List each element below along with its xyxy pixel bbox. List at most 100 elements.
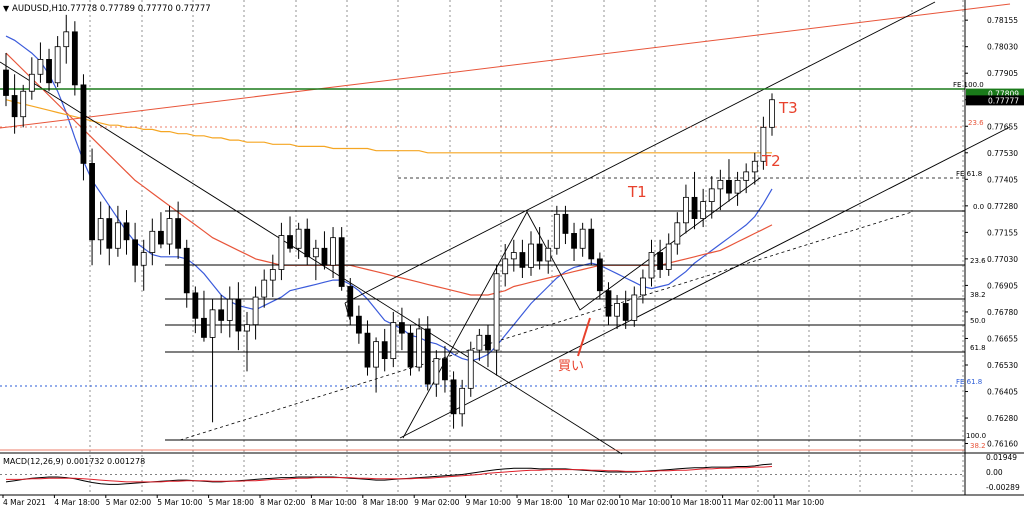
annotation-t1: T1	[627, 183, 647, 201]
candle-body	[71, 31, 78, 86]
candle-body	[553, 213, 560, 249]
candle-body	[252, 296, 259, 326]
level-hundred-label: 100.0	[966, 432, 986, 440]
y-tick-label: 0.77905	[987, 69, 1018, 78]
x-tick-label: 10 Mar 10:00	[620, 498, 670, 507]
candlesticks	[3, 14, 775, 429]
candle-body	[717, 179, 724, 190]
y-tick-label: 0.77655	[987, 122, 1018, 131]
candle-body	[158, 230, 164, 245]
candle-body	[571, 233, 577, 249]
x-tick-label: 8 Mar 02:00	[260, 498, 306, 507]
candle-body	[674, 222, 681, 245]
macd-title: MACD(12,26,9) 0.001732 0.001278	[3, 457, 145, 466]
channel-upper-line	[344, 1, 936, 304]
candle-body	[424, 328, 431, 385]
x-tick-label: 8 Mar 10:00	[311, 498, 357, 507]
y-tick-label: 0.76280	[987, 414, 1018, 423]
candle-body	[476, 334, 483, 351]
annotation-t2: T2	[761, 152, 781, 170]
candle-body	[657, 252, 664, 270]
candle-body	[493, 273, 500, 351]
y-tick-label: 0.77530	[987, 149, 1018, 158]
candle-body	[399, 322, 405, 334]
candle-body	[416, 328, 423, 368]
candle-body	[683, 196, 689, 224]
ohlc-readout: 0.77778 0.77789 0.77770 0.77777	[62, 4, 211, 14]
candle-body	[502, 258, 509, 275]
candle-body	[639, 277, 646, 296]
y-tick-label: 0.78155	[987, 16, 1018, 25]
price-tag-fe100-text: 0.77809	[988, 90, 1019, 99]
candle-body	[80, 84, 87, 164]
candle-body	[364, 332, 371, 368]
candle-body	[751, 160, 758, 173]
candle-body	[596, 258, 603, 292]
candle-body	[519, 252, 526, 268]
candle-body	[459, 387, 466, 415]
candle-body	[545, 247, 552, 262]
candle-body	[330, 237, 336, 266]
chart-menu-arrow-icon[interactable]: ▼	[3, 4, 10, 13]
candle-body	[614, 303, 620, 317]
price-tag-current-bg	[966, 95, 1024, 106]
candle-body	[536, 243, 543, 262]
x-tick-label: 4 Mar 2021	[3, 498, 46, 507]
candle-body	[700, 201, 707, 219]
candle-body	[665, 243, 672, 270]
candle-body	[269, 269, 276, 281]
fib-levels: FE 100.0 23.6 FE 61.8 0.0 23.6 38.2 50.0 61.8 FE…	[0, 81, 986, 451]
x-tick-label: 9 Mar 10:00	[466, 498, 512, 507]
candle-body	[175, 218, 182, 249]
level-fib236-upper-label: 23.6	[968, 119, 984, 127]
candle-body	[3, 69, 9, 96]
level-fe618-label: FE 61.8	[956, 170, 982, 178]
grid	[89, 0, 964, 493]
candle-body	[347, 286, 354, 317]
candle-body	[407, 332, 414, 368]
candle-body	[304, 228, 311, 258]
descending-trendline	[0, 61, 623, 455]
candle-body	[37, 59, 44, 75]
candle-body	[114, 222, 121, 249]
y-tick-label: 0.77030	[987, 255, 1018, 264]
x-tick-label: 11 Mar 10:00	[774, 498, 824, 507]
candle-body	[166, 218, 173, 245]
candle-body	[312, 247, 319, 258]
x-tick-label: 10 Mar 18:00	[671, 498, 721, 507]
macd-y-tick-label: -0.00289	[986, 483, 1020, 492]
macd-panel: 0.01949 0.00 -0.00289	[0, 453, 1020, 492]
candle-body	[390, 322, 397, 360]
candle-body	[261, 279, 268, 298]
candle-body	[708, 188, 715, 202]
x-tick-label: 10 Mar 02:00	[568, 498, 618, 507]
candle-body	[373, 341, 379, 368]
y-tick-label: 0.76530	[987, 361, 1018, 370]
candle-body	[63, 31, 70, 48]
symbol-label: AUDUSD,H1	[12, 4, 63, 14]
candle-body	[355, 315, 362, 334]
annotation-t3: T3	[778, 99, 798, 117]
x-tick-label: 5 Mar 02:00	[106, 498, 152, 507]
y-tick-label: 0.77155	[987, 228, 1018, 237]
candle-body	[734, 179, 741, 194]
level-fib382-label: 38.2	[970, 291, 986, 299]
candle-body	[287, 235, 293, 249]
candle-body	[89, 162, 95, 241]
candle-body	[760, 126, 767, 162]
y-tick-label: 0.76160	[987, 440, 1018, 449]
x-tick-label: 8 Mar 18:00	[363, 498, 409, 507]
level-fib236-label: 23.6	[970, 257, 986, 265]
y-tick-label: 0.76405	[987, 388, 1018, 397]
candle-body	[562, 213, 569, 234]
price-tag-fe100: 0.77809	[966, 88, 1024, 99]
candle-body	[295, 228, 302, 249]
x-tick-label: 9 Mar 18:00	[517, 498, 563, 507]
candle-body	[743, 171, 750, 181]
y-tick-label: 0.78030	[987, 43, 1018, 52]
level-fe618-blue-label: FE 61.8	[956, 378, 982, 386]
macd-y-tick-label: 0.00	[986, 468, 1003, 477]
candle-body	[218, 309, 225, 321]
level-zero-label: 0.0	[973, 203, 984, 211]
